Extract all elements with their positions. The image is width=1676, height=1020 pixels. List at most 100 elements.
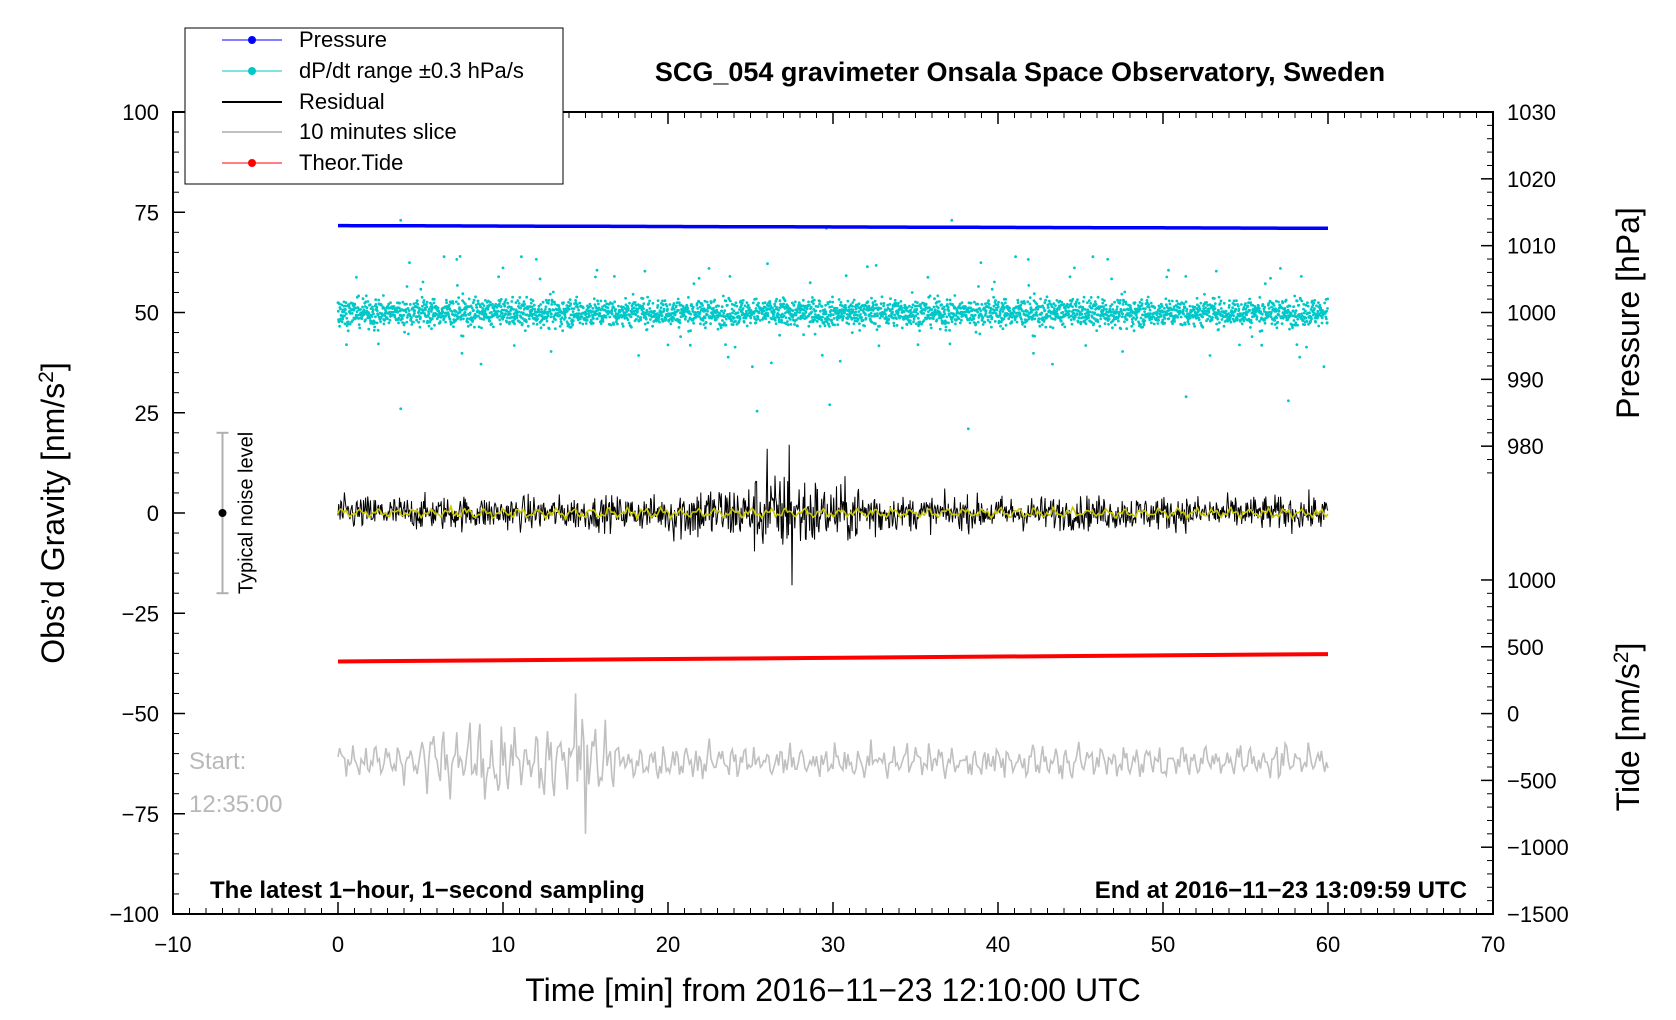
dpdt-point	[1121, 350, 1124, 353]
dpdt-point	[591, 307, 595, 310]
dpdt-point	[413, 312, 416, 315]
dpdt-point	[1182, 312, 1185, 316]
dpdt-point	[455, 258, 459, 261]
dpdt-point	[852, 311, 855, 314]
dpdt-point	[574, 299, 577, 302]
dpdt-point	[920, 312, 924, 315]
dpdt-point	[1093, 300, 1097, 304]
dpdt-point	[1235, 317, 1239, 321]
x-tick-label: 50	[1151, 932, 1175, 957]
dpdt-point	[405, 302, 408, 306]
dpdt-point	[498, 314, 502, 318]
dpdt-point	[946, 305, 950, 309]
dpdt-point	[914, 322, 918, 326]
dpdt-point	[367, 327, 371, 331]
dpdt-point	[919, 306, 923, 310]
dpdt-point	[915, 308, 919, 311]
dpdt-point	[1033, 317, 1037, 321]
dpdt-point	[643, 269, 647, 273]
dpdt-point	[1094, 302, 1098, 306]
dpdt-point	[1199, 321, 1203, 325]
dpdt-point	[387, 302, 390, 306]
dpdt-point	[633, 301, 637, 304]
dpdt-point	[448, 317, 452, 321]
dpdt-point	[466, 324, 470, 328]
dpdt-point	[1068, 275, 1072, 279]
dpdt-point	[377, 342, 380, 346]
dpdt-point	[1001, 303, 1005, 307]
dpdt-point	[731, 323, 735, 326]
start-time: 12:35:00	[189, 791, 282, 818]
dpdt-point	[974, 330, 978, 334]
dpdt-point	[741, 299, 745, 302]
dpdt-point	[463, 311, 467, 314]
dpdt-point	[1201, 315, 1204, 319]
dpdt-point	[410, 323, 414, 326]
dpdt-point	[856, 313, 859, 317]
dpdt-point	[928, 294, 932, 298]
dpdt-point	[1090, 306, 1094, 310]
dpdt-point	[357, 323, 361, 326]
dpdt-point	[844, 306, 848, 310]
dpdt-point	[1161, 318, 1165, 322]
dpdt-point	[422, 299, 426, 302]
dpdt-point	[810, 310, 813, 314]
dpdt-point	[477, 314, 480, 318]
dpdt-point	[547, 327, 551, 331]
dpdt-point	[780, 320, 784, 324]
dpdt-point	[664, 317, 668, 321]
dpdt-point	[745, 301, 749, 304]
dpdt-point	[348, 322, 352, 326]
bottom-left-note: The latest 1−hour, 1−second sampling	[210, 877, 645, 904]
dpdt-point	[1210, 304, 1214, 307]
dpdt-point	[866, 300, 870, 304]
dpdt-point	[671, 319, 674, 323]
dpdt-point	[916, 316, 920, 320]
dpdt-point	[969, 306, 973, 310]
dpdt-point	[1099, 313, 1103, 317]
dpdt-point	[528, 313, 532, 317]
dpdt-point	[410, 316, 413, 319]
dpdt-point	[444, 320, 447, 324]
dpdt-point	[595, 317, 599, 320]
dpdt-point	[938, 300, 941, 303]
dpdt-point	[542, 323, 546, 327]
dpdt-point	[643, 322, 647, 326]
dpdt-point	[464, 314, 468, 317]
dpdt-point	[1023, 325, 1027, 328]
dpdt-point	[875, 303, 879, 306]
dpdt-point	[641, 297, 645, 300]
dpdt-point	[904, 314, 907, 318]
dpdt-point	[1032, 351, 1035, 355]
dpdt-point	[1096, 320, 1100, 324]
dpdt-point	[371, 308, 375, 312]
dpdt-point	[1220, 318, 1224, 321]
dpdt-point	[544, 308, 547, 311]
dpdt-point	[1073, 266, 1076, 270]
dpdt-point	[577, 312, 581, 316]
dpdt-point	[722, 311, 726, 315]
dpdt-point	[1231, 317, 1235, 321]
dpdt-point	[525, 295, 529, 299]
dpdt-point	[550, 312, 553, 316]
dpdt-point	[688, 343, 692, 347]
dpdt-point	[1059, 319, 1063, 323]
dpdt-point	[948, 328, 951, 332]
dpdt-point	[430, 303, 434, 307]
dpdt-point	[376, 328, 380, 332]
dpdt-point	[758, 319, 762, 322]
dpdt-point	[1305, 345, 1308, 349]
dpdt-point	[724, 317, 728, 321]
dpdt-point	[538, 310, 541, 314]
dpdt-point	[1301, 319, 1305, 322]
dpdt-point	[468, 311, 472, 315]
dpdt-point	[386, 317, 389, 320]
dpdt-point	[892, 321, 896, 325]
dpdt-point	[479, 305, 483, 309]
dpdt-point	[1182, 302, 1186, 306]
dpdt-point	[648, 299, 651, 303]
dpdt-point	[1303, 323, 1306, 326]
dpdt-point	[1074, 302, 1078, 306]
dpdt-point	[1295, 343, 1299, 346]
dpdt-point	[766, 262, 769, 266]
